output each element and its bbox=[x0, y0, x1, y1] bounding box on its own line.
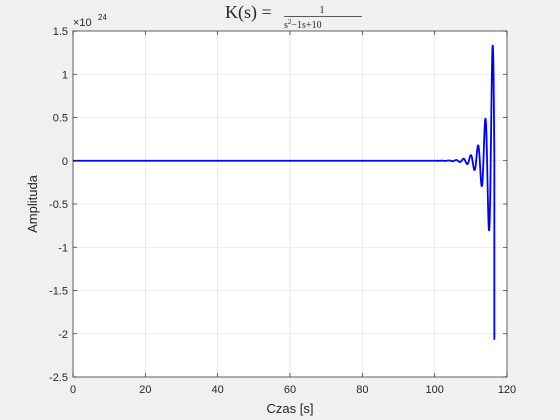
y-tick-label: -2 bbox=[58, 329, 68, 341]
title-denominator-rest: −1s+10 bbox=[291, 20, 321, 31]
chart-title: K(s) = 1 s2−1s+10 bbox=[225, 2, 362, 31]
x-tick-label: 120 bbox=[498, 384, 516, 396]
x-tick-label: 60 bbox=[284, 384, 296, 396]
y-exponent-label: ×10 24 bbox=[73, 13, 107, 29]
x-tick-label: 20 bbox=[139, 384, 151, 396]
title-denominator-exponent: 2 bbox=[288, 18, 292, 26]
y-exponent-base: ×10 bbox=[73, 17, 92, 29]
title-denominator: s2−1s+10 bbox=[284, 18, 322, 31]
y-tick-label: -2.5 bbox=[49, 372, 68, 384]
title-denominator-s: s bbox=[284, 20, 288, 31]
y-tick-label: -1.5 bbox=[49, 286, 68, 298]
y-tick-label: -1 bbox=[58, 242, 68, 254]
y-tick-label: 1.5 bbox=[53, 26, 68, 38]
x-tick-label: 0 bbox=[70, 384, 76, 396]
series-layer bbox=[72, 44, 496, 340]
y-tick-label: 1 bbox=[62, 69, 68, 81]
y-exponent-power: 24 bbox=[98, 13, 107, 22]
y-tick-label: 0 bbox=[62, 156, 68, 168]
title-numerator: 1 bbox=[320, 5, 325, 16]
x-tick-label: 80 bbox=[356, 384, 368, 396]
x-tick-label: 100 bbox=[425, 384, 443, 396]
ticks: 0 20 40 60 80 100 120 -2.5 -2 -1.5 -1 -0.5 0 0.5 1 1.5 bbox=[49, 26, 516, 396]
y-axis-label: Amplituda bbox=[25, 174, 40, 233]
x-axis-label: Czas [s] bbox=[267, 401, 314, 416]
title-lhs: K(s) = bbox=[225, 2, 272, 23]
y-tick-label: -0.5 bbox=[49, 199, 68, 211]
x-tick-label: 40 bbox=[212, 384, 224, 396]
series-line bbox=[72, 44, 496, 340]
y-tick-label: 0.5 bbox=[53, 113, 68, 125]
